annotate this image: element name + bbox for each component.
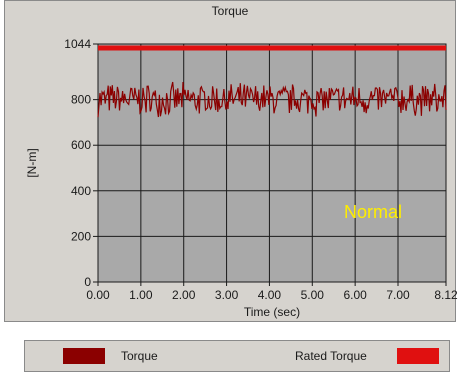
y-tick-label: 400 <box>71 184 91 198</box>
x-axis-label: Time (sec) <box>244 305 300 319</box>
y-tick-label: 200 <box>71 229 91 243</box>
x-tick-label: 5.00 <box>301 288 325 302</box>
legend-swatch-torque <box>63 348 105 364</box>
x-tick-label: 6.00 <box>343 288 367 302</box>
chart-area: 0.00 1.00 2.00 3.00 4.00 5.00 6.00 7.00 8.12 0 200… <box>25 37 458 319</box>
chart-title: Torque <box>211 4 249 18</box>
x-tick-label: 0.00 <box>86 288 110 302</box>
legend: Torque Rated Torque <box>24 340 450 372</box>
y-tick-label: 1044 <box>64 37 91 51</box>
y-tick-label: 800 <box>71 93 91 107</box>
x-tick-label: 8.12 <box>434 288 458 302</box>
tick-labels: 0.00 1.00 2.00 3.00 4.00 5.00 6.00 7.00 8.12 0 200… <box>64 37 458 302</box>
plot-background <box>98 44 446 282</box>
y-tick-label: 0 <box>84 275 91 289</box>
x-tick-label: 7.00 <box>386 288 410 302</box>
series-torque-line <box>97 81 447 118</box>
y-axis-label: [N-m] <box>25 148 39 177</box>
plot-border <box>97 43 447 283</box>
legend-swatch-rated-torque <box>397 348 439 364</box>
legend-label-torque: Torque <box>121 349 158 363</box>
legend-label-rated-torque: Rated Torque <box>295 349 367 363</box>
series-layer <box>97 45 447 118</box>
x-tick-label: 1.00 <box>129 288 153 302</box>
y-tick-label: 600 <box>71 138 91 152</box>
x-tick-label: 4.00 <box>258 288 282 302</box>
status-annotation: Normal <box>344 202 402 222</box>
x-tick-label: 3.00 <box>215 288 239 302</box>
x-tick-label: 2.00 <box>172 288 196 302</box>
